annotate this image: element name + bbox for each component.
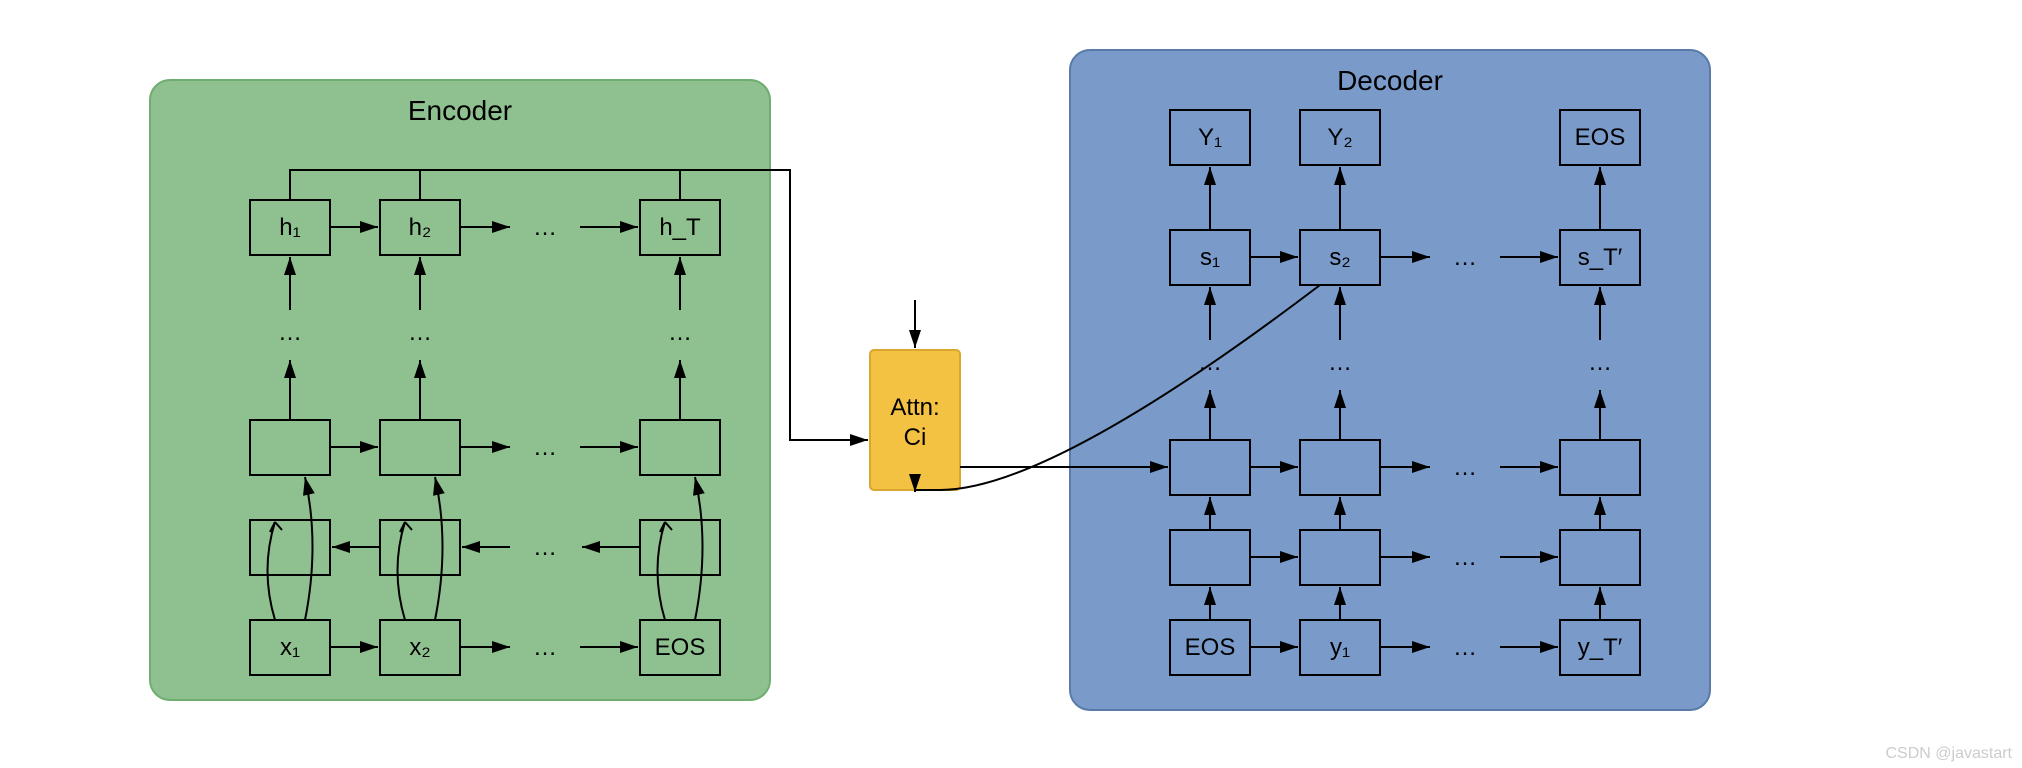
encoder-title: Encoder (408, 95, 512, 126)
attn-label2: Ci (904, 424, 927, 451)
svg-text:…: … (408, 319, 432, 346)
svg-text:…: … (668, 319, 692, 346)
decoder-title: Decoder (1337, 65, 1443, 96)
svg-text:…: … (1453, 544, 1477, 571)
s-ellipsis: … (1453, 244, 1477, 271)
svg-text:…: … (1198, 349, 1222, 376)
watermark: CSDN @javastart (1886, 745, 2013, 763)
Y1-label: Y₁ (1198, 124, 1222, 151)
svg-text:…: … (1453, 454, 1477, 481)
svg-text:…: … (1588, 349, 1612, 376)
x-ellipsis: … (533, 634, 557, 661)
hT-label: h_T (659, 214, 701, 241)
yT-label: y_T′ (1578, 634, 1623, 661)
sT-label: s_T′ (1578, 244, 1623, 271)
enc-gap-ellipsis: … (278, 319, 302, 346)
x1-label: x₁ (280, 634, 300, 661)
s1-label: s₁ (1200, 244, 1220, 271)
yin-ellipsis: … (1453, 634, 1477, 661)
x2-label: x₂ (409, 634, 430, 661)
h-ellipsis: … (533, 214, 557, 241)
s2-label: s₂ (1329, 244, 1350, 271)
h2-label: h₂ (409, 214, 432, 241)
svg-text:…: … (533, 434, 557, 461)
attn-label1: Attn: (890, 394, 939, 421)
h1-label: h₁ (279, 214, 300, 241)
svg-text:…: … (533, 534, 557, 561)
eos-label: EOS (655, 634, 706, 661)
yin-eos-label: EOS (1185, 634, 1236, 661)
svg-text:…: … (1328, 349, 1352, 376)
Y2-label: Y₂ (1327, 124, 1352, 151)
seq2seq-diagram: Encoder h₁ h₂ … h_T … … … … … (0, 0, 2022, 768)
y1-label: y₁ (1330, 634, 1350, 661)
YEOS-label: EOS (1575, 124, 1626, 151)
encoder-panel (150, 80, 770, 700)
